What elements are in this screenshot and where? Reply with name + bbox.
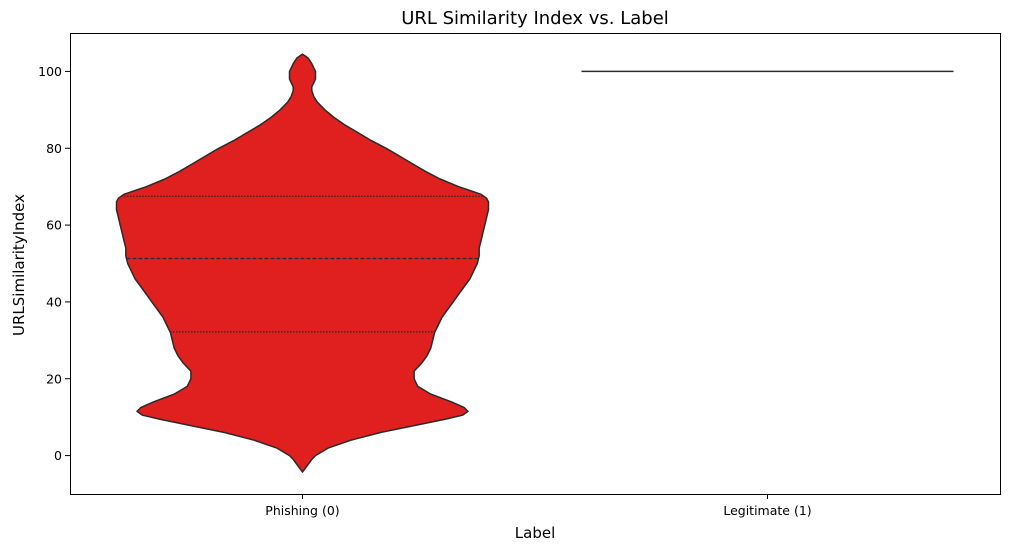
y-tick-label: 40 bbox=[46, 294, 62, 309]
violin-body bbox=[115, 53, 490, 473]
x-axis-label: Label bbox=[515, 524, 555, 542]
plot-area bbox=[115, 53, 954, 473]
plot-frame bbox=[70, 33, 1001, 495]
y-tick-label: 100 bbox=[38, 64, 62, 79]
y-axis: 0 20 40 60 80 100 bbox=[38, 64, 70, 463]
x-tick-label: Legitimate (1) bbox=[723, 503, 811, 518]
y-tick-label: 80 bbox=[46, 141, 62, 156]
x-tick-label: Phishing (0) bbox=[265, 503, 339, 518]
y-tick-label: 0 bbox=[54, 448, 62, 463]
y-tick-label: 20 bbox=[46, 371, 62, 386]
x-axis: Phishing (0) Legitimate (1) bbox=[265, 494, 812, 518]
chart-title: URL Similarity Index vs. Label bbox=[401, 8, 669, 29]
y-axis-label: URLSimilarityIndex bbox=[10, 194, 28, 336]
y-tick-label: 60 bbox=[46, 218, 62, 233]
